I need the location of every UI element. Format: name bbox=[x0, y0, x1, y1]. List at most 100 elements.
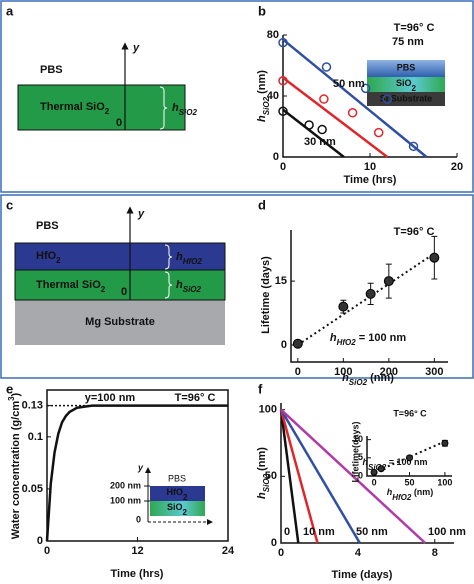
tick-label: 0 bbox=[136, 514, 141, 524]
x-axis-label: hHfO2 (nm) bbox=[387, 487, 434, 501]
fit-line bbox=[297, 252, 435, 346]
point bbox=[370, 468, 378, 476]
line bbox=[280, 408, 427, 544]
x-tick-label: 0 bbox=[295, 366, 301, 378]
annotation: T=96° C bbox=[394, 226, 435, 238]
text-segment: (nm) bbox=[411, 487, 433, 497]
x-tick-label: 100 bbox=[334, 366, 352, 378]
x-tick-label: 0 bbox=[280, 161, 286, 173]
text-segment: 2 bbox=[101, 285, 106, 294]
sio2-layer bbox=[17, 84, 186, 131]
text-segment: 3 bbox=[7, 396, 16, 401]
tick-label: 100 nm bbox=[110, 495, 141, 505]
error-cap bbox=[385, 263, 392, 299]
text-segment: SiO bbox=[167, 502, 183, 512]
text-segment: SiO2 bbox=[349, 378, 368, 387]
text-segment: Water concentration (g/cm bbox=[10, 401, 22, 540]
brace bbox=[164, 244, 173, 270]
mg-layer bbox=[15, 300, 225, 345]
y-axis-label: hSiO2 (nm) bbox=[256, 70, 271, 122]
x-tick-label: 24 bbox=[222, 545, 235, 557]
sio2-layer bbox=[150, 501, 205, 516]
layer-label: Thermal SiO2 bbox=[40, 101, 110, 116]
sio2-layer bbox=[14, 269, 226, 301]
panel-letter: b bbox=[258, 3, 266, 18]
brace bbox=[164, 271, 173, 299]
text-segment: (nm) bbox=[367, 372, 394, 384]
layer-label: HfO2 bbox=[36, 250, 61, 265]
error-cap bbox=[367, 282, 374, 306]
text-segment: h bbox=[172, 102, 179, 114]
x-tick-label: 0 bbox=[372, 477, 377, 487]
y-tick-label: 0 bbox=[271, 537, 277, 549]
point bbox=[338, 301, 349, 312]
text-segment: Thermal SiO bbox=[36, 279, 101, 291]
x-axis-label: hSiO2 (nm) bbox=[342, 372, 394, 387]
point bbox=[317, 124, 327, 135]
point bbox=[360, 83, 371, 94]
y-tick-label: 40 bbox=[267, 90, 279, 102]
point bbox=[441, 439, 449, 447]
text-segment: h bbox=[387, 487, 393, 497]
line bbox=[45, 404, 228, 542]
text-segment: HfO2 bbox=[183, 257, 203, 266]
origin-label: 0 bbox=[121, 286, 127, 298]
panel-letter: a bbox=[6, 3, 14, 18]
y-tick-label: 0.05 bbox=[22, 483, 43, 495]
y-tick-label: 50 bbox=[265, 470, 277, 482]
point bbox=[383, 276, 394, 287]
thickness-label: hSiO2 bbox=[176, 279, 202, 294]
annotation: T=96° C bbox=[393, 408, 427, 418]
y-axis-label: Water concentration (g/cm3) bbox=[7, 392, 22, 539]
x-tick-label: 4 bbox=[355, 547, 362, 559]
y-axis-label: Lifetime (days) bbox=[260, 256, 272, 334]
text-segment: 2 bbox=[56, 256, 61, 265]
text-segment: ) bbox=[10, 392, 22, 396]
axis bbox=[290, 230, 448, 363]
axis-label: y bbox=[137, 208, 145, 220]
series-label: 10 nm bbox=[303, 526, 335, 538]
text-segment: h bbox=[256, 492, 268, 499]
thickness-label: hSiO2 bbox=[172, 102, 198, 117]
annotation: y=100 nm bbox=[85, 392, 136, 404]
text-segment: SiO2 bbox=[262, 96, 271, 115]
text-segment: h bbox=[342, 372, 349, 384]
point bbox=[382, 94, 393, 104]
point bbox=[278, 106, 288, 116]
panel-letter: f bbox=[258, 381, 263, 396]
point bbox=[292, 338, 303, 349]
x-tick-label: 100 bbox=[437, 477, 452, 487]
text-segment: = 100 nm bbox=[356, 332, 407, 344]
layer-label: PBS bbox=[397, 62, 416, 72]
x-tick-label: 8 bbox=[432, 547, 438, 559]
origin-label: 0 bbox=[116, 117, 122, 129]
pbs-layer bbox=[367, 60, 445, 77]
x-axis-label: Time (days) bbox=[332, 569, 393, 581]
layer-label: SiO2 bbox=[167, 502, 188, 516]
layer-label: PBS bbox=[36, 220, 59, 232]
point bbox=[406, 454, 413, 462]
text-segment: = 100 nm bbox=[386, 457, 427, 467]
text-segment: SiO2 bbox=[179, 108, 198, 117]
point bbox=[365, 288, 376, 299]
tick-label: 200 nm bbox=[110, 480, 141, 490]
section-border bbox=[0, 194, 474, 379]
y-tick-label: 0 bbox=[273, 151, 279, 163]
text-segment: h bbox=[176, 251, 183, 263]
text-segment: HfO2 bbox=[337, 338, 357, 347]
y-tick-label: 80 bbox=[267, 29, 279, 41]
axis-label: y bbox=[132, 42, 140, 54]
text-segment: SiO2 bbox=[368, 463, 387, 472]
annotation: T=96° C bbox=[175, 392, 216, 404]
y-tick-label: 0.1 bbox=[28, 431, 43, 443]
line bbox=[279, 409, 300, 544]
x-tick-label: 0 bbox=[278, 547, 284, 559]
x-tick-label: 12 bbox=[131, 545, 143, 557]
point bbox=[278, 76, 288, 86]
point bbox=[373, 127, 384, 138]
point bbox=[321, 62, 332, 72]
series-label: 0 bbox=[284, 526, 290, 538]
x-tick-label: 50 bbox=[404, 477, 414, 487]
text-segment: (nm) bbox=[256, 447, 268, 474]
annotation: hSiO2 = 100 nm bbox=[362, 457, 427, 471]
